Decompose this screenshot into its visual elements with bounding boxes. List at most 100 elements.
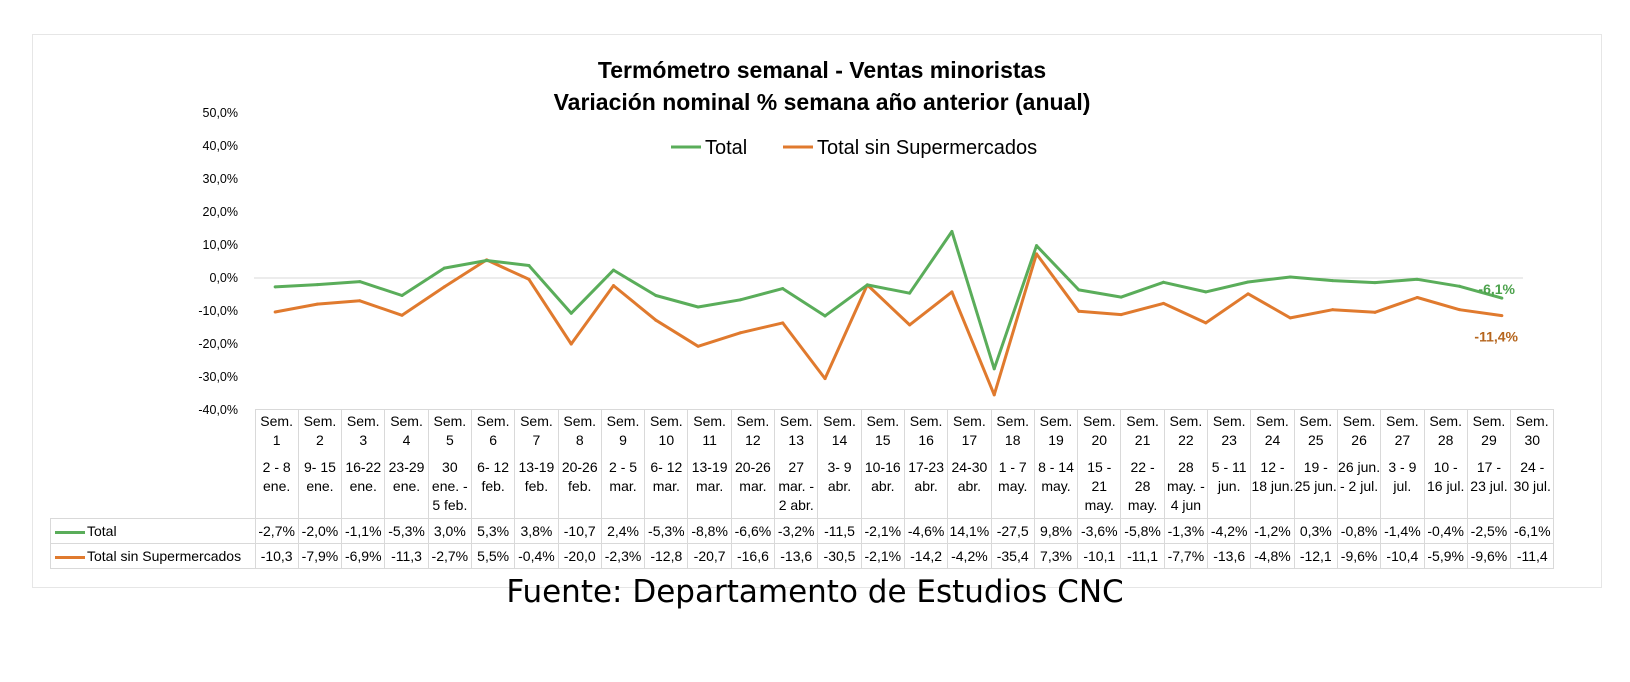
legend: Total Total sin Supermercados — [671, 137, 1037, 159]
data-label: -4,2% — [1207, 518, 1252, 544]
data-label: -5,3% — [644, 518, 689, 544]
data-label: -11,1 — [1120, 543, 1165, 569]
data-point — [1204, 290, 1208, 294]
date-range-label: 20-26 feb. — [561, 459, 598, 494]
data-label: -13,6 — [774, 543, 819, 569]
data-label: -3,6% — [1077, 518, 1122, 544]
column-header: Sem. 14 3- 9 abr. — [817, 409, 862, 519]
data-label: -10,3 — [254, 543, 299, 569]
data-point — [781, 287, 785, 291]
column-header: Sem. 1 2 - 8 ene. — [254, 409, 299, 519]
column-header: Sem. 4 23-29 ene. — [384, 409, 429, 519]
date-range-label: 30 ene. - 5 feb. — [431, 459, 468, 513]
data-point — [315, 302, 319, 306]
data-point — [1035, 252, 1039, 256]
column-header: Sem. 11 13-19 mar. — [687, 409, 732, 519]
data-label: -9,6% — [1466, 543, 1512, 569]
data-label: -4,2% — [947, 543, 992, 569]
data-label: -4,6% — [903, 518, 949, 544]
column-header: Sem. 16 17-23 abr. — [903, 409, 949, 519]
data-point — [1373, 281, 1377, 285]
data-point — [950, 290, 954, 294]
week-label: Sem. 15 — [866, 413, 900, 448]
data-table: Sem. 1 2 - 8 ene. Sem. 2 9- 15 ene. Sem. 3 16… — [50, 409, 1555, 569]
data-point — [485, 259, 489, 263]
data-label: -11,4 — [1510, 543, 1555, 569]
legend-label-sin-super: Total sin Supermercados — [817, 137, 1037, 159]
data-label: -5,3% — [384, 518, 429, 544]
data-point — [908, 291, 912, 295]
row-series-name: Total sin Supermercados — [87, 548, 242, 564]
date-range-label: 17 - 23 jul. — [1470, 459, 1508, 494]
data-label: 3,8% — [514, 518, 559, 544]
data-label: 14,1% — [947, 518, 992, 544]
data-point — [1373, 310, 1377, 314]
week-label: Sem. 4 — [390, 413, 423, 448]
data-point — [950, 229, 954, 233]
data-label: -13,6 — [1207, 543, 1252, 569]
date-range-label: 17-23 abr. — [908, 459, 944, 494]
column-header: Sem. 19 8 - 14 may. — [1033, 409, 1079, 519]
data-point — [1500, 314, 1504, 318]
date-range-label: 13-19 mar. — [691, 459, 728, 494]
column-header: Sem. 23 5 - 11 jun. — [1207, 409, 1252, 519]
data-point — [823, 314, 827, 318]
week-label: Sem. 5 — [433, 413, 467, 448]
data-point — [400, 293, 404, 297]
week-label: Sem. 22 — [1169, 413, 1203, 448]
column-header: Sem. 2 9- 15 ene. — [297, 409, 343, 519]
data-point — [696, 344, 700, 348]
week-label: Sem. 13 — [779, 413, 813, 448]
column-header: Sem. 25 19 - 25 jun. — [1293, 409, 1338, 519]
week-label: Sem. 24 — [1256, 413, 1289, 448]
data-point — [1415, 277, 1419, 281]
data-point — [1288, 275, 1292, 279]
data-point — [1246, 280, 1250, 284]
data-point — [1246, 292, 1250, 296]
y-tick-label: -10,0% — [198, 304, 238, 318]
data-label: -11,5 — [817, 518, 862, 544]
data-point — [1331, 279, 1335, 283]
date-range-label: 27 mar. - 2 abr. — [778, 459, 815, 513]
data-label: -3,2% — [774, 518, 819, 544]
table-row-total: Total -2,7% -2,0% -1,1% -5,3% 3,0% 5,3% 3,8% -10… — [50, 518, 1555, 544]
data-point — [908, 323, 912, 327]
data-label: -12,1 — [1293, 543, 1338, 569]
data-label: -16,6 — [730, 543, 776, 569]
data-label: -27,5 — [990, 518, 1035, 544]
y-axis: -40,0% -30,0% -20,0% -10,0% 0,0% 10,0% 20,0% 30… — [198, 106, 238, 417]
data-point — [358, 299, 362, 303]
y-tick-label: 10,0% — [203, 238, 238, 252]
table-header-row: Sem. 1 2 - 8 ene. Sem. 2 9- 15 ene. Sem. 3 16… — [51, 409, 1555, 519]
column-header: Sem. 22 28 may. - 4 jun — [1163, 409, 1209, 519]
week-label: Sem. 7 — [520, 413, 553, 448]
data-point — [442, 266, 446, 270]
chart-frame — [32, 34, 1602, 588]
date-range-label: 23-29 ene. — [388, 459, 425, 494]
chart-title: Termómetro semanal - Ventas minoristas — [598, 57, 1046, 83]
week-label: Sem. 16 — [909, 413, 943, 448]
data-label: -20,0 — [557, 543, 602, 569]
data-label: -2,0% — [297, 518, 343, 544]
data-point — [1119, 295, 1123, 299]
data-point — [442, 285, 446, 289]
column-header: Sem. 30 24 - 30 jul. — [1510, 409, 1555, 519]
data-label: -0,4% — [514, 543, 559, 569]
week-label: Sem. 1 — [260, 413, 293, 448]
data-point — [569, 342, 573, 346]
date-range-label: 16-22 ene. — [345, 459, 382, 494]
data-label: -2,7% — [427, 543, 472, 569]
date-range-label: 22 - 28 may. — [1127, 459, 1158, 513]
data-label: 2,4% — [600, 518, 646, 544]
y-tick-label: -30,0% — [198, 370, 238, 384]
data-label: -11,3 — [384, 543, 429, 569]
data-label: -1,2% — [1250, 518, 1295, 544]
week-label: Sem. 6 — [476, 413, 510, 448]
column-header: Sem. 27 3 - 9 jul. — [1380, 409, 1425, 519]
data-point — [1500, 296, 1504, 300]
series-line-sin-super — [274, 252, 1503, 397]
week-label: Sem. 2 — [303, 413, 337, 448]
week-label: Sem. 10 — [649, 413, 683, 448]
date-range-label: 1 - 7 may. — [998, 459, 1028, 494]
week-label: Sem. 11 — [693, 413, 726, 448]
